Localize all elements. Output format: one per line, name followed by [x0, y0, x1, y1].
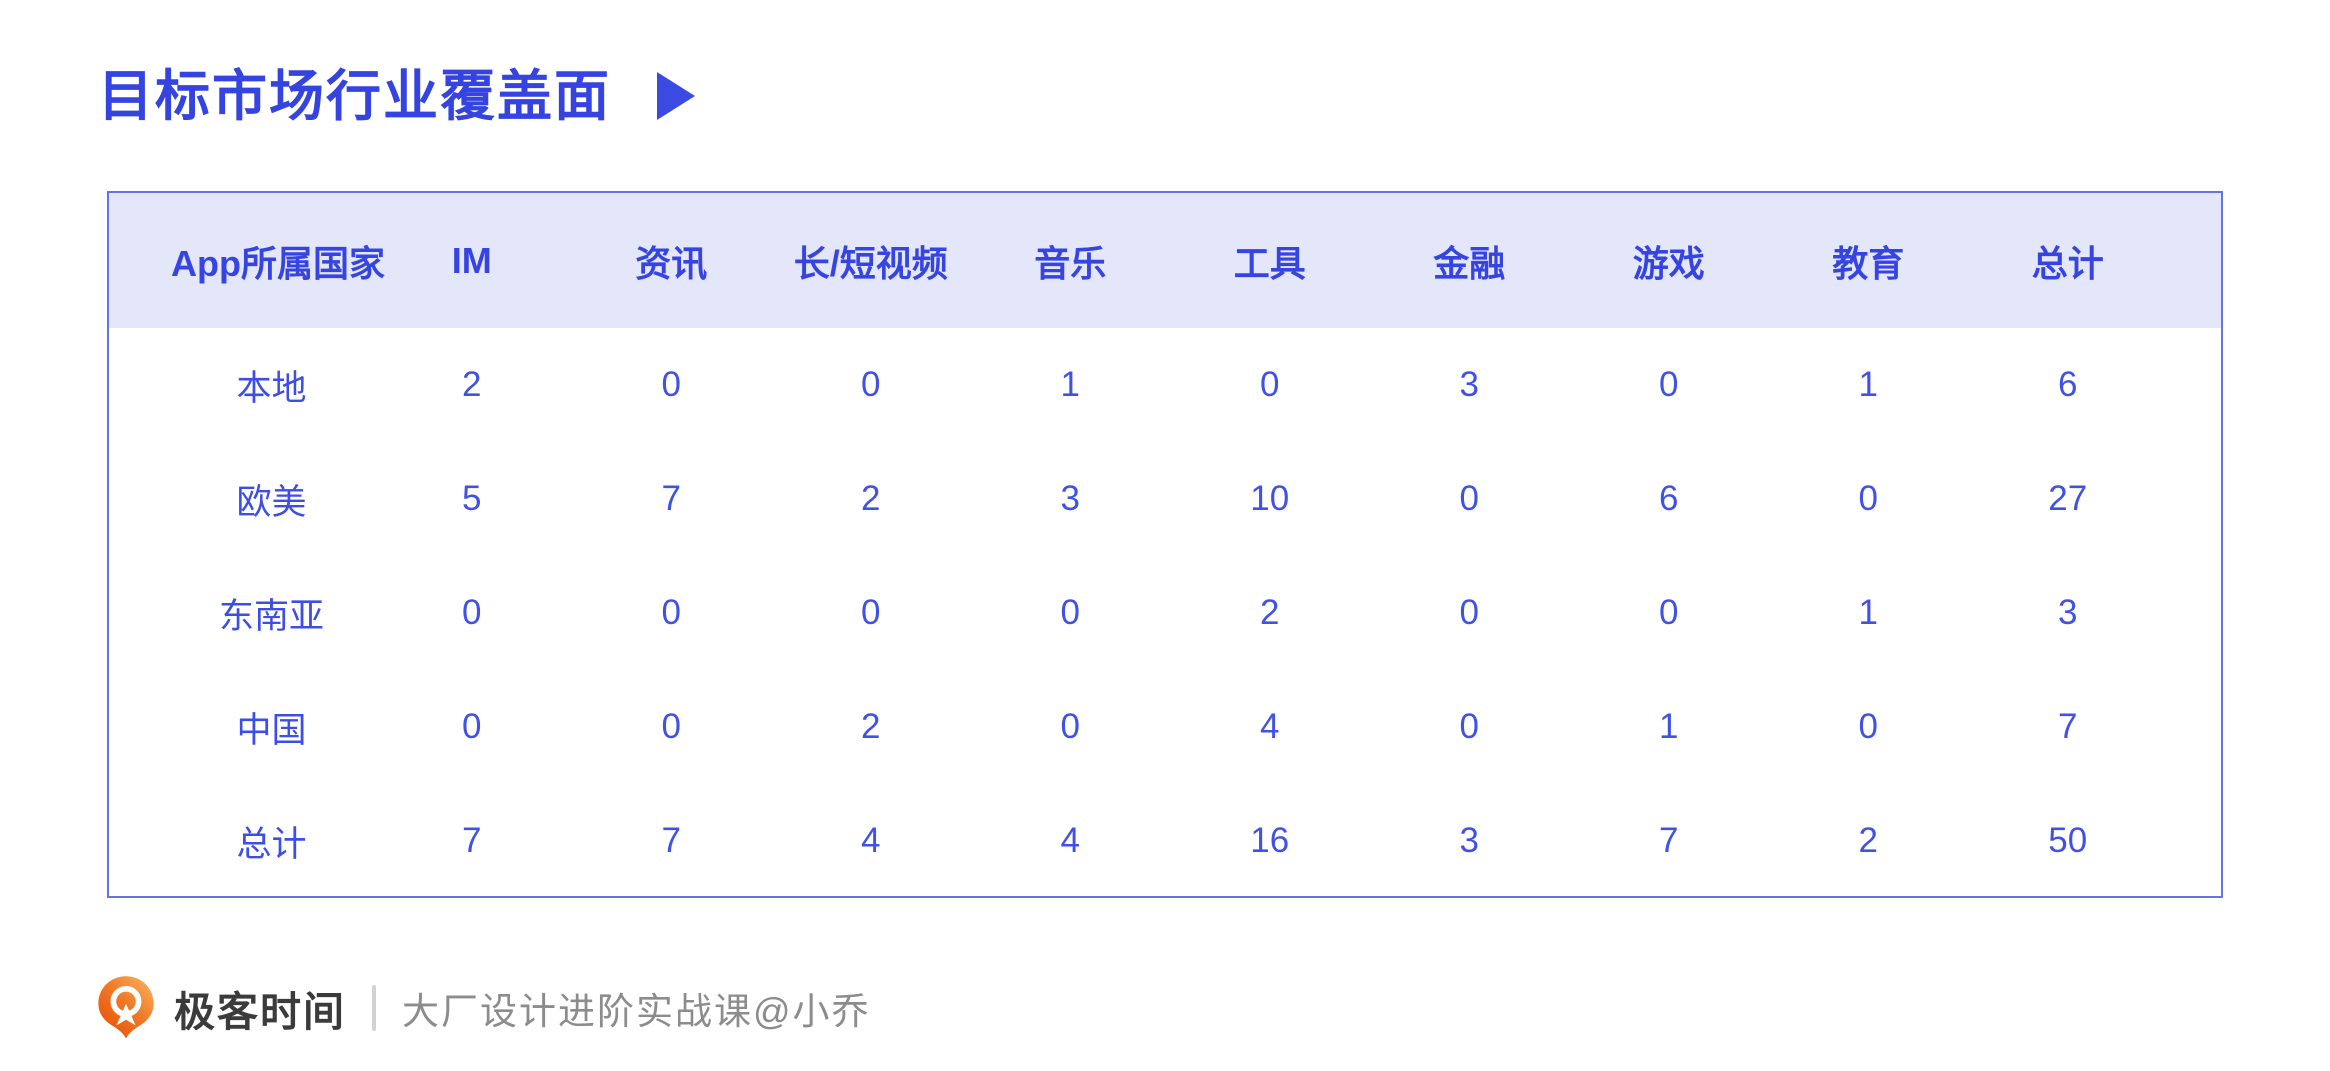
table-row: 本地 2 0 0 1 0 3 0 1 6 — [109, 328, 2221, 442]
table-cell: 1 — [1858, 593, 1878, 632]
coverage-table: App所属国家 IM 资讯 长/短视频 音乐 工具 金融 游戏 教育 总计 本地 2 0 0 1 0 3 0 1 6… — [107, 191, 2223, 898]
table-cell: 7 — [1659, 821, 1679, 860]
table-cell: 0 — [661, 593, 681, 632]
header-cell-6: 金融 — [1433, 242, 1506, 284]
header-cell-5: 工具 — [1233, 242, 1306, 284]
header-cell-4: 音乐 — [1034, 242, 1107, 284]
table-cell: 2 — [1858, 821, 1878, 860]
table-cell: 0 — [861, 365, 881, 404]
table-cell: 6 — [2058, 365, 2078, 404]
table-cell: 4 — [1060, 821, 1080, 860]
header-cell-7: 游戏 — [1632, 242, 1705, 284]
row-label: 欧美 — [236, 482, 307, 522]
table-cell: 0 — [462, 707, 482, 746]
table-cell: 3 — [1060, 479, 1080, 518]
table-row: 中国 0 0 2 0 4 0 1 0 7 — [109, 670, 2221, 784]
table-cell: 0 — [1060, 593, 1080, 632]
table-cell: 4 — [1260, 707, 1280, 746]
table-cell: 1 — [1659, 707, 1679, 746]
table-cell: 0 — [1459, 707, 1479, 746]
table-cell: 0 — [1459, 593, 1479, 632]
table-cell: 2 — [462, 365, 482, 404]
table-cell: 3 — [2058, 593, 2078, 632]
table-cell: 50 — [2048, 821, 2088, 860]
header-cell-0: App所属国家 — [171, 242, 385, 284]
table-cell: 0 — [1260, 365, 1280, 404]
table-cell: 0 — [661, 707, 681, 746]
table-cell: 0 — [661, 365, 681, 404]
table-cell: 3 — [1459, 365, 1479, 404]
table-header-row: App所属国家 IM 资讯 长/短视频 音乐 工具 金融 游戏 教育 总计 — [109, 193, 2221, 328]
table-cell: 6 — [1659, 479, 1679, 518]
table-cell: 2 — [1260, 593, 1280, 632]
header-cell-1: IM — [451, 239, 492, 281]
table-cell: 2 — [861, 479, 881, 518]
table-cell: 0 — [1659, 593, 1679, 632]
brand-name: 极客时间 — [174, 989, 346, 1035]
course-credit: 大厂设计进阶实战课@小乔 — [402, 991, 871, 1032]
play-triangle-icon — [657, 72, 696, 121]
table-cell: 5 — [462, 479, 482, 518]
row-label: 中国 — [236, 710, 307, 750]
table-row: 欧美 5 7 2 3 10 0 6 0 27 — [109, 442, 2221, 556]
row-label: 东南亚 — [218, 596, 324, 636]
table-body: 本地 2 0 0 1 0 3 0 1 6 欧美 5 7 2 3 10 0 6 0 27 东南亚 0 0 0 0 2 0 0 1 3 中国 0 0… — [109, 328, 2221, 898]
table-cell: 0 — [1659, 365, 1679, 404]
vertical-bar-divider-icon — [372, 985, 376, 1031]
table-cell: 0 — [462, 593, 482, 632]
table-cell: 2 — [861, 707, 881, 746]
table-cell: 3 — [1459, 821, 1479, 860]
table-cell: 7 — [462, 821, 482, 860]
header-cell-8: 教育 — [1832, 242, 1905, 284]
table-cell: 27 — [2048, 479, 2088, 518]
table-row: 东南亚 0 0 0 0 2 0 0 1 3 — [109, 556, 2221, 670]
table-cell: 0 — [1858, 479, 1878, 518]
title-row: 目标市场行业覆盖面 — [98, 65, 696, 127]
row-label: 总计 — [236, 824, 307, 864]
page-title: 目标市场行业覆盖面 — [98, 65, 612, 127]
table-row: 总计 7 7 4 4 16 3 7 2 50 — [109, 784, 2221, 898]
table-cell: 7 — [2058, 707, 2078, 746]
table-cell: 7 — [661, 479, 681, 518]
header-cell-9: 总计 — [2031, 242, 2104, 284]
table-cell: 0 — [1858, 707, 1878, 746]
footer: 极客时间 大厂设计进阶实战课@小乔 — [96, 972, 871, 1044]
table-cell: 1 — [1060, 365, 1080, 404]
table-cell: 10 — [1250, 479, 1290, 518]
table-cell: 16 — [1250, 821, 1290, 860]
table-cell: 0 — [1459, 479, 1479, 518]
header-cell-2: 资讯 — [635, 242, 708, 284]
geektime-pin-logo-icon — [96, 975, 156, 1041]
header-cell-3: 长/短视频 — [793, 242, 948, 284]
table-cell: 0 — [861, 593, 881, 632]
table-cell: 0 — [1060, 707, 1080, 746]
table-cell: 7 — [661, 821, 681, 860]
table-cell: 1 — [1858, 365, 1878, 404]
table-cell: 4 — [861, 821, 881, 860]
row-label: 本地 — [236, 368, 307, 408]
